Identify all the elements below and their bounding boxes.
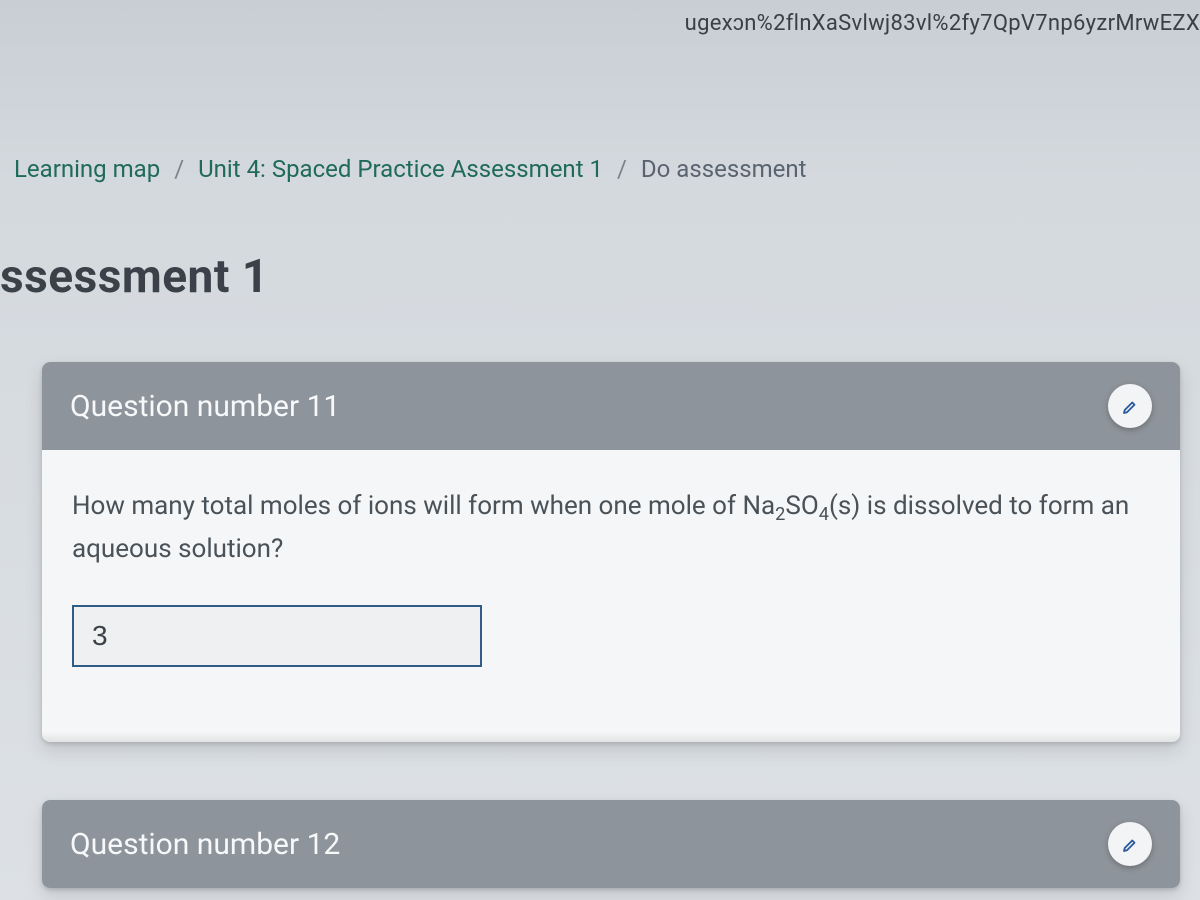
question-card-12: Question number 12 xyxy=(42,800,1180,888)
question-header: Question number 12 xyxy=(42,800,1180,888)
prompt-sub: 2 xyxy=(775,504,785,525)
url-fragment: ugexɔn%2flnXaSvlwj83vl%2fy7QpV7np6yzrMrw… xyxy=(685,10,1200,36)
breadcrumb-unit[interactable]: Unit 4: Spaced Practice Assessment 1 xyxy=(198,155,603,183)
prompt-text: How many total moles of ions will form w… xyxy=(72,491,775,521)
pencil-icon xyxy=(1121,827,1139,862)
breadcrumb-learning-map[interactable]: Learning map xyxy=(14,155,160,183)
card-shadow xyxy=(42,732,1180,742)
question-body: How many total moles of ions will form w… xyxy=(42,450,1180,707)
breadcrumb: Learning map / Unit 4: Spaced Practice A… xyxy=(14,155,807,183)
breadcrumb-separator: / xyxy=(174,155,184,183)
pencil-icon xyxy=(1121,389,1139,424)
edit-button[interactable] xyxy=(1108,384,1152,428)
page-title: ssessment 1 xyxy=(0,250,269,304)
breadcrumb-separator: / xyxy=(617,155,627,183)
question-header-label: Question number 11 xyxy=(70,389,340,424)
breadcrumb-current: Do assessment xyxy=(641,155,807,183)
prompt-sub: 4 xyxy=(819,504,829,525)
question-header: Question number 11 xyxy=(42,362,1180,450)
prompt-text: SO xyxy=(785,491,818,521)
question-header-label: Question number 12 xyxy=(70,827,340,862)
question-prompt: How many total moles of ions will form w… xyxy=(72,486,1150,571)
answer-input[interactable] xyxy=(72,605,482,667)
edit-button[interactable] xyxy=(1108,822,1152,866)
question-card-11: Question number 11 How many total moles … xyxy=(42,362,1180,742)
